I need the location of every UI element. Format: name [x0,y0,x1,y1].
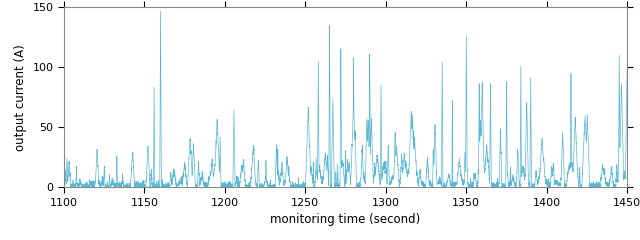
X-axis label: monitoring time (second): monitoring time (second) [271,213,420,226]
Y-axis label: output current (A): output current (A) [14,44,27,150]
